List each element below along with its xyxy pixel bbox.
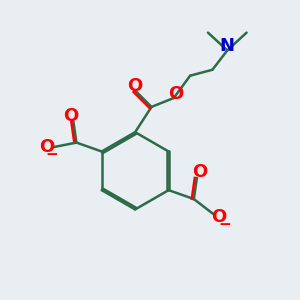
Text: N: N	[220, 37, 235, 55]
Text: O: O	[63, 107, 78, 125]
Text: O: O	[212, 208, 227, 226]
Text: O: O	[168, 85, 183, 103]
Text: −: −	[218, 217, 231, 232]
Text: O: O	[128, 77, 143, 95]
Text: O: O	[39, 138, 54, 156]
Text: O: O	[192, 163, 207, 181]
Text: −: −	[45, 147, 58, 162]
